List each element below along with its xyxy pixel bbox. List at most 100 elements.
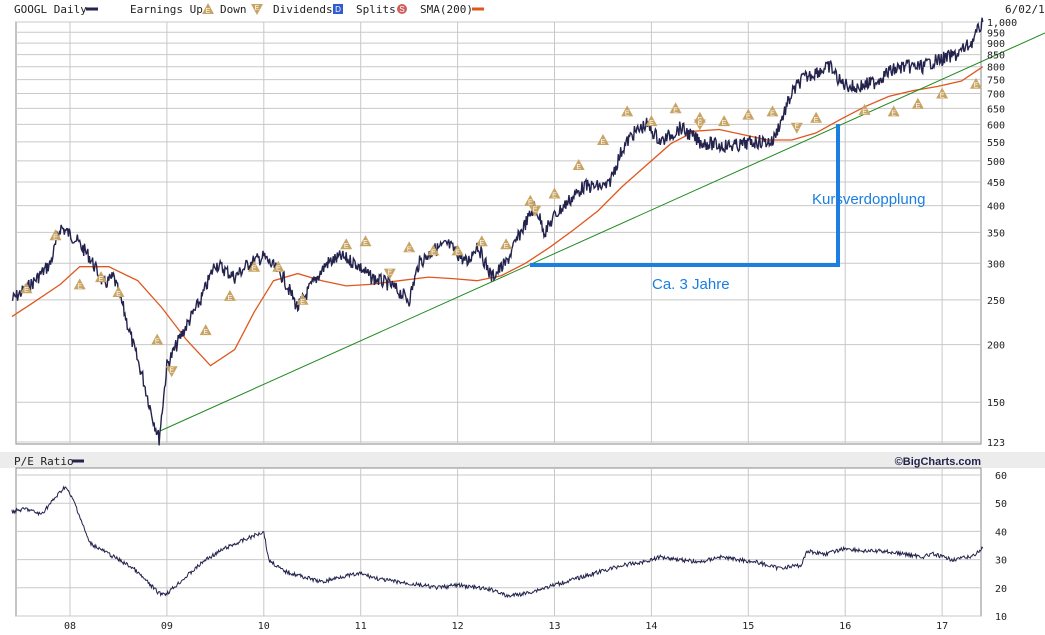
earnings-up-glyph: E xyxy=(916,103,921,110)
trend-line xyxy=(159,32,1045,432)
earnings-layer: EEEEEEEEEEEEEEEEEEEEEEEEEEEEEEEEEEEEEEEE xyxy=(20,77,982,378)
earnings-up-glyph: E xyxy=(974,83,979,90)
earnings-down-triangle xyxy=(529,205,542,217)
earnings-up-marker: E xyxy=(359,235,372,247)
earnings-up-marker: E xyxy=(151,333,164,346)
earnings-up-glyph: E xyxy=(77,283,82,290)
earnings-down-glyph: E xyxy=(255,5,260,12)
chart-date: 6/02/17 xyxy=(1005,3,1045,16)
earnings-up-triangle xyxy=(49,229,62,241)
pe-header-band xyxy=(0,452,1045,468)
earnings-up-marker: E xyxy=(936,87,949,100)
earnings-down-glyph: E xyxy=(169,367,174,374)
x-tick-label: 08 xyxy=(64,621,76,632)
y-tick-label-price: 123 xyxy=(987,438,1005,449)
x-tick-label: 14 xyxy=(645,621,657,632)
y-tick-label-price: 150 xyxy=(987,398,1005,409)
earnings-up-marker: E xyxy=(970,77,982,90)
earnings-up-marker: E xyxy=(887,105,900,117)
earnings-up-marker: E xyxy=(272,260,285,273)
earnings-up-glyph: E xyxy=(53,234,58,241)
earnings-up-glyph: E xyxy=(206,8,211,15)
earnings-up-glyph: E xyxy=(770,110,775,117)
earnings-up-marker: E xyxy=(742,108,755,121)
earnings-down-glyph: E xyxy=(533,207,538,214)
legend-earnings-up-label: Earnings Up xyxy=(130,3,203,16)
y-tick-label-price: 450 xyxy=(987,178,1005,189)
earnings-up-glyph: E xyxy=(99,276,104,283)
earnings-down-marker: E xyxy=(529,205,542,217)
earnings-up-marker: E xyxy=(248,260,261,273)
earnings-up-glyph: E xyxy=(300,299,305,306)
earnings-up-marker: E xyxy=(20,282,33,294)
earnings-up-marker: E xyxy=(911,97,924,110)
earnings-down-marker: E xyxy=(165,366,178,378)
earnings-up-triangle xyxy=(95,271,107,283)
earnings-up-glyph: E xyxy=(24,287,29,294)
x-tick-label: 13 xyxy=(548,621,560,632)
earnings-up-glyph: E xyxy=(940,93,945,100)
pe-layer xyxy=(11,485,984,599)
earnings-up-triangle xyxy=(359,235,372,247)
bigcharts-copyright: ©BigCharts.com xyxy=(895,456,982,468)
earnings-up-triangle xyxy=(597,134,609,145)
x-tick-label: 15 xyxy=(742,621,754,632)
earnings-up-glyph: E xyxy=(363,240,368,247)
earnings-up-glyph: E xyxy=(552,193,557,200)
earnings-up-triangle xyxy=(970,77,982,89)
earnings-up-triangle xyxy=(669,102,682,114)
earnings-up-marker: E xyxy=(112,286,125,298)
earnings-up-marker: E xyxy=(669,102,682,114)
legend-dividends-label: Dividends xyxy=(273,3,333,16)
earnings-up-triangle xyxy=(887,105,900,117)
earnings-up-marker: E xyxy=(451,244,464,256)
earnings-up-glyph: E xyxy=(344,243,349,250)
earnings-up-glyph: E xyxy=(504,243,509,250)
earnings-up-triangle xyxy=(427,244,440,256)
price-layer xyxy=(11,17,984,446)
earnings-up-marker: E xyxy=(597,134,609,146)
earnings-up-marker: E xyxy=(548,187,561,200)
earnings-up-triangle xyxy=(572,159,585,170)
y-tick-label-price: 600 xyxy=(987,120,1005,131)
earnings-up-triangle xyxy=(742,108,755,120)
x-tick-label: 12 xyxy=(452,621,464,632)
y-tick-label-price: 900 xyxy=(987,39,1005,50)
earnings-down-marker: E xyxy=(790,122,803,134)
splits-icon: S xyxy=(397,4,407,14)
y-tick-label-price: 400 xyxy=(987,202,1005,213)
earnings-up-glyph: E xyxy=(673,107,678,114)
y-tick-label-price: 250 xyxy=(987,296,1005,307)
y-tick-label-pe: 10 xyxy=(995,612,1007,623)
x-tick-label: 17 xyxy=(936,621,948,632)
earnings-down-triangle xyxy=(693,119,706,131)
y-tick-label-price: 700 xyxy=(987,89,1005,100)
earnings-up-glyph: E xyxy=(862,109,867,116)
x-tick-label: 09 xyxy=(161,621,173,632)
earnings-up-glyph: E xyxy=(276,266,281,273)
price-panel xyxy=(15,21,982,445)
earnings-up-triangle xyxy=(20,282,33,294)
earnings-up-triangle xyxy=(403,241,416,253)
legend-down-label: Down xyxy=(220,3,247,16)
y-tick-label-price: 650 xyxy=(987,104,1005,115)
earnings-up-marker: E xyxy=(403,241,416,253)
dividends-icon: D xyxy=(333,4,343,14)
earnings-up-marker: E xyxy=(475,235,488,247)
earnings-up-glyph: E xyxy=(746,114,751,121)
earnings-up-glyph: E xyxy=(649,120,654,127)
earnings-up-glyph: E xyxy=(455,249,460,256)
y-tick-label-pe: 20 xyxy=(995,584,1007,595)
y-tick-label-pe: 40 xyxy=(995,527,1007,538)
legend-splits-label: Splits xyxy=(356,3,396,16)
earnings-up-glyph: E xyxy=(431,249,436,256)
earnings-up-marker: E xyxy=(427,244,440,256)
annotation-ca-3-jahre: Ca. 3 Jahre xyxy=(652,276,730,293)
earnings-up-triangle xyxy=(621,105,634,117)
y-tick-label-price: 300 xyxy=(987,259,1005,270)
x-tick-label: 16 xyxy=(839,621,851,632)
earnings-up-marker: E xyxy=(572,159,585,171)
earnings-up-marker: E xyxy=(500,238,513,250)
earnings-up-marker: E xyxy=(95,271,107,283)
